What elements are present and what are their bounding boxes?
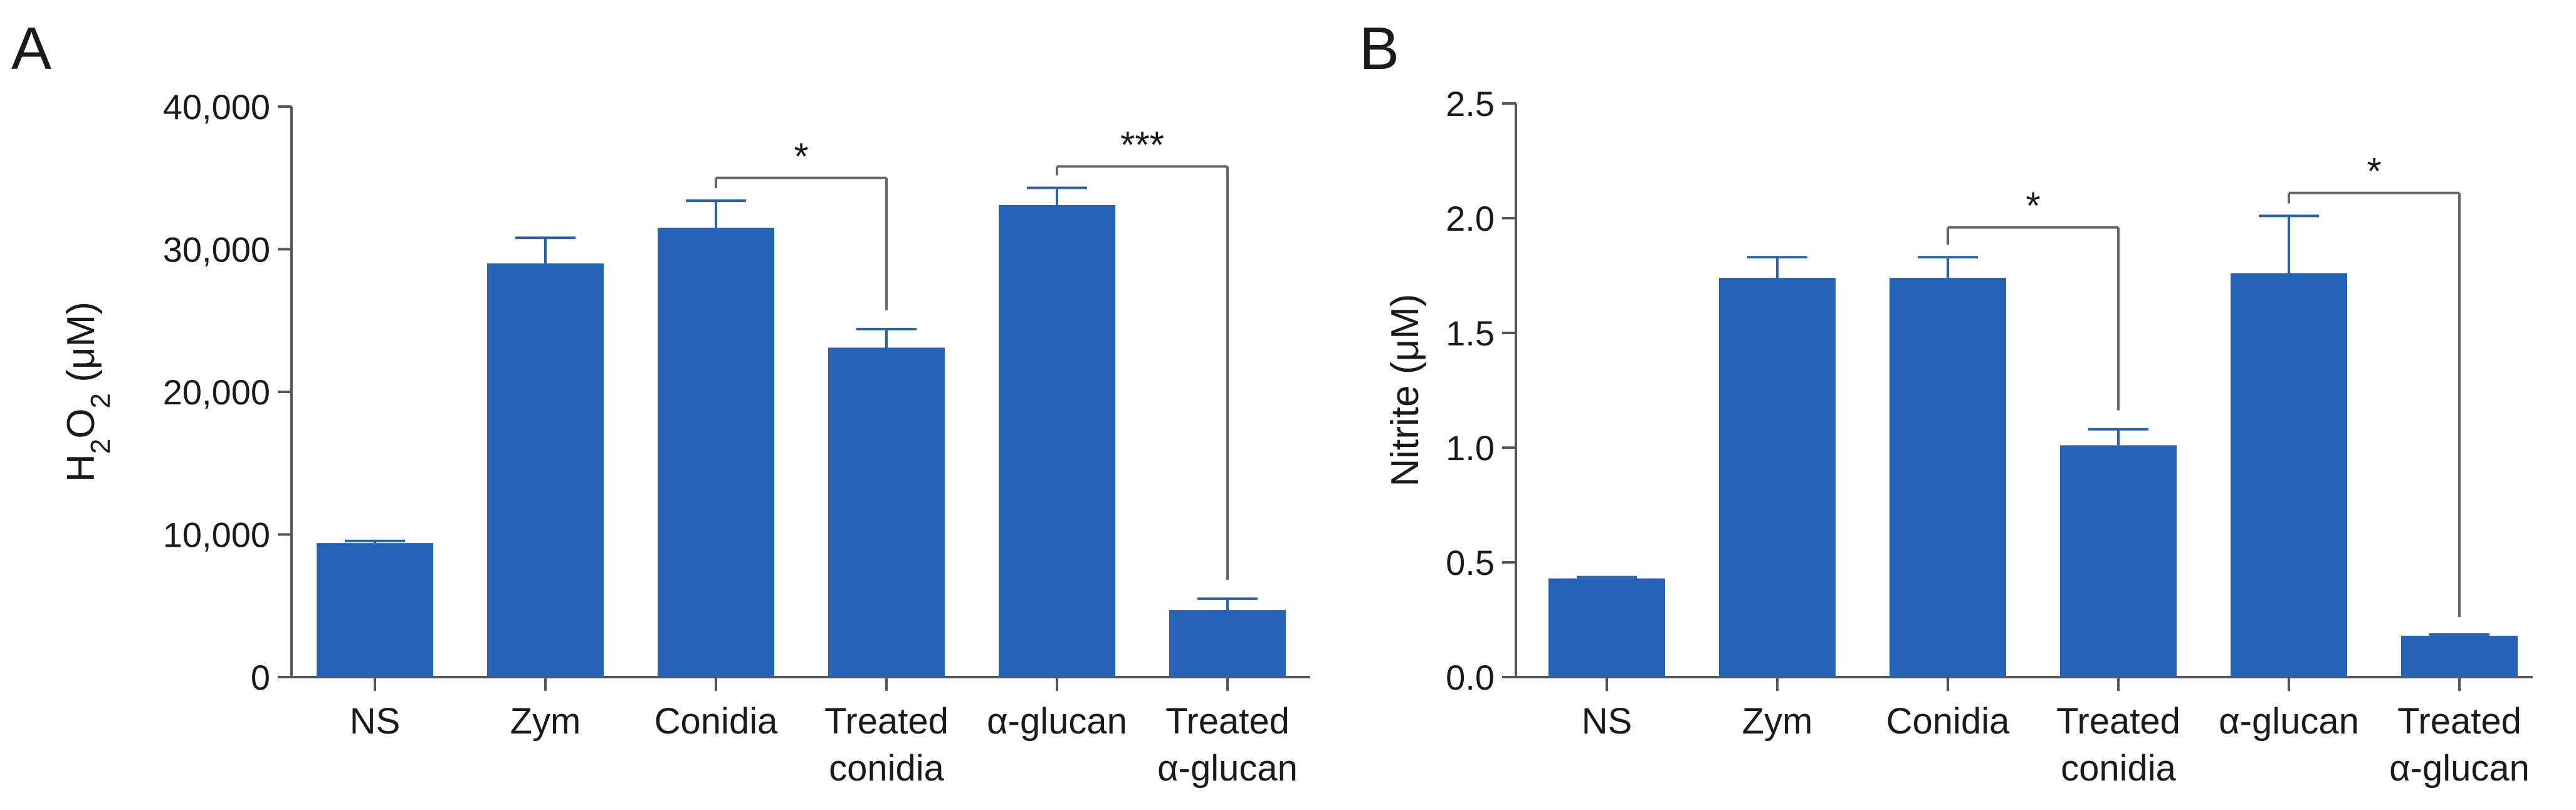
category-label: Zym (510, 701, 581, 742)
y-axis-label-sub2: 2 (85, 393, 116, 408)
y-tick-label: 0 (251, 658, 270, 697)
panel-label: B (1359, 15, 1399, 82)
y-tick-label: 40,000 (163, 87, 270, 127)
bar-5 (2401, 636, 2518, 677)
bar-1 (487, 263, 604, 677)
y-axis-label-prefix: Nitrite (1384, 385, 1427, 487)
y-tick-label: 2.0 (1446, 199, 1495, 238)
category-label: conidia (2061, 748, 2177, 789)
bar-4 (2231, 273, 2347, 678)
y-axis-label: Nitrite (μM) (1384, 294, 1427, 487)
y-tick-label: 20,000 (163, 372, 270, 412)
y-tick-label: 1.5 (1446, 313, 1495, 353)
category-label: Treated (2056, 701, 2180, 742)
y-tick-label: 2.5 (1446, 84, 1495, 124)
category-label: conidia (829, 748, 945, 789)
y-axis-label-prefix: H (60, 454, 103, 482)
y-axis-label-sub1: 2 (85, 439, 116, 454)
bar-5 (1169, 610, 1286, 677)
y-tick-label: 10,000 (163, 515, 270, 555)
category-label: Zym (1742, 701, 1813, 742)
bar-2 (1890, 278, 2006, 677)
y-tick-label: 0.0 (1446, 658, 1495, 697)
category-label: Treated (2397, 701, 2521, 742)
bar-0 (1548, 578, 1665, 677)
category-label: Treated (824, 701, 949, 742)
sig-label: * (2026, 185, 2040, 227)
category-label: α-glucan (2219, 701, 2359, 742)
sig-label: * (794, 135, 808, 177)
panel-b: B Nitrite (μM) 0.0 0.5 1.0 1.5 2.0 2.5 NS Zym Coni… (1359, 15, 2533, 789)
sig-label: * (2367, 150, 2381, 192)
bar-2 (658, 228, 774, 677)
panel-label: A (11, 15, 51, 82)
category-label: α-glucan (987, 701, 1127, 742)
category-label: Conidia (655, 701, 778, 742)
category-label: NS (1582, 701, 1632, 742)
bar-1 (1719, 278, 1836, 677)
y-tick-label: 1.0 (1446, 428, 1495, 468)
y-tick-label: 30,000 (163, 230, 270, 270)
category-label: Treated (1165, 701, 1290, 742)
category-label: NS (350, 701, 401, 742)
y-axis-label-suffix: (μM) (1384, 294, 1427, 386)
y-axis-label: H2O2 (μM) (60, 302, 116, 482)
sig-label: *** (1120, 124, 1164, 166)
bar-3 (2060, 445, 2177, 677)
category-label: Conidia (1886, 701, 2010, 742)
y-tick-label: 0.5 (1446, 543, 1495, 582)
y-axis-label-mid: O (60, 408, 103, 438)
category-label: α-glucan (2389, 748, 2530, 789)
bar-4 (999, 204, 1115, 678)
bar-0 (317, 543, 433, 677)
y-axis-label-suffix: (μM) (60, 302, 103, 393)
category-label: α-glucan (1157, 748, 1298, 789)
bar-3 (828, 347, 945, 677)
